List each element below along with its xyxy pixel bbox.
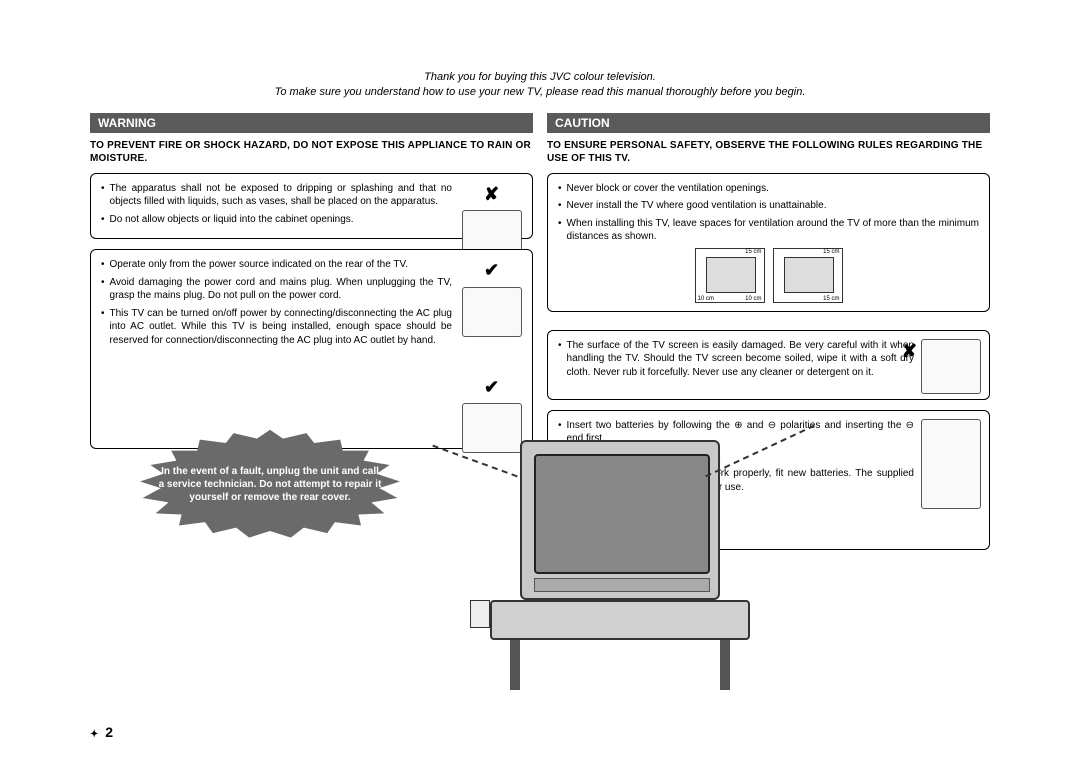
- tv-panel-icon: [534, 578, 710, 592]
- dim-15cm: 15 cm: [745, 248, 761, 256]
- warning-box2-icons: ✔ ✔: [459, 258, 524, 453]
- tv-front-view-icon: 15 cm 10 cm 10 cm: [695, 248, 765, 303]
- caution-box-3: Insert two batteries by following the ⊕ …: [547, 410, 990, 550]
- caution-box3-item3: If the remote control does not work prop…: [558, 467, 914, 494]
- caution-box1-item2: Never install the TV where good ventilat…: [558, 199, 979, 213]
- dim-15cm: 15 cm: [823, 248, 839, 256]
- table-leg-icon: [510, 640, 520, 690]
- caution-box2-text: The surface of the TV screen is easily d…: [558, 339, 914, 380]
- intro-line1: Thank you for buying this JVC colour tel…: [90, 70, 990, 85]
- power-outlet-icon: [470, 590, 530, 650]
- spray-tv-icon: [921, 339, 981, 394]
- warning-box2-item3: This TV can be turned on/off power by co…: [101, 307, 452, 348]
- warning-box2-item2: Avoid damaging the power cord and mains …: [101, 276, 452, 303]
- table-leg-icon: [720, 640, 730, 690]
- page-number: 2: [90, 724, 113, 740]
- caution-box1-item1: Never block or cover the ventilation ope…: [558, 182, 979, 196]
- caution-box3-item2: Use AA/R6/UM-3 dry cell batteries.: [558, 450, 914, 464]
- warning-subhead: TO PREVENT FIRE OR SHOCK HAZARD, DO NOT …: [90, 139, 533, 165]
- content-columns: WARNING TO PREVENT FIRE OR SHOCK HAZARD,…: [90, 113, 990, 560]
- starburst-text: In the event of a fault, unplug the unit…: [158, 465, 382, 504]
- plug-tv-icon: [462, 287, 522, 337]
- cross-icon: ✘: [902, 339, 917, 363]
- warning-box1-item1: The apparatus shall not be exposed to dr…: [101, 182, 452, 209]
- caution-box-2: The surface of the TV screen is easily d…: [547, 330, 990, 400]
- warning-header: WARNING: [90, 113, 533, 133]
- page-number-value: 2: [105, 724, 113, 740]
- intro-text: Thank you for buying this JVC colour tel…: [90, 70, 990, 101]
- caution-column: CAUTION TO ENSURE PERSONAL SAFETY, OBSER…: [547, 113, 990, 560]
- remote-battery-icon: [921, 419, 981, 509]
- tv-table-icon: [490, 600, 750, 640]
- caution-box3-item1: Insert two batteries by following the ⊕ …: [558, 419, 914, 446]
- warning-box-1: The apparatus shall not be exposed to dr…: [90, 173, 533, 240]
- warning-box-2: Operate only from the power source indic…: [90, 249, 533, 449]
- intro-line2: To make sure you understand how to use y…: [90, 85, 990, 100]
- warning-box1-item2: Do not allow objects or liquid into the …: [101, 213, 452, 227]
- check-icon: ✔: [484, 375, 499, 399]
- tv-clearance-diagram: 15 cm 10 cm 10 cm 15 cm 15 cm: [558, 248, 979, 303]
- warning-box2-item1: Operate only from the power source indic…: [101, 258, 452, 272]
- manual-page: Thank you for buying this JVC colour tel…: [90, 70, 990, 730]
- outlet-hand-icon: [462, 403, 522, 453]
- check-icon: ✔: [484, 258, 499, 282]
- warning-column: WARNING TO PREVENT FIRE OR SHOCK HAZARD,…: [90, 113, 533, 560]
- dim-15cm: 15 cm: [823, 295, 839, 303]
- cross-icon: ✘: [484, 182, 499, 206]
- tv-side-view-icon: 15 cm 15 cm: [773, 248, 843, 303]
- caution-subhead: TO ENSURE PERSONAL SAFETY, OBSERVE THE F…: [547, 139, 990, 165]
- caution-box-1: Never block or cover the ventilation ope…: [547, 173, 990, 312]
- dim-10cm: 10 cm: [698, 295, 714, 303]
- caution-header: CAUTION: [547, 113, 990, 133]
- dim-10cm: 10 cm: [745, 295, 761, 303]
- caution-box1-item3: When installing this TV, leave spaces fo…: [558, 217, 979, 244]
